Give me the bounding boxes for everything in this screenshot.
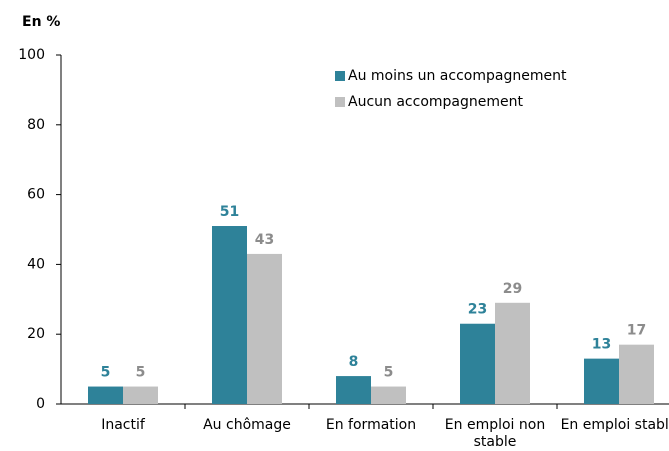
x-tick-label: En formation (325, 417, 417, 433)
legend-swatch (335, 97, 345, 107)
bar (371, 386, 406, 404)
bar (460, 323, 495, 404)
bar (619, 344, 654, 404)
bar (212, 226, 247, 404)
data-label: 5 (101, 365, 111, 381)
data-label: 5 (136, 365, 146, 381)
data-label: 51 (220, 204, 239, 220)
y-tick-label: 20 (27, 326, 45, 342)
data-label: 13 (592, 337, 611, 353)
data-label: 29 (503, 281, 522, 297)
bar (247, 253, 282, 404)
x-tick-label: Inactif (101, 417, 145, 433)
data-label: 5 (384, 365, 394, 381)
x-tick-label: En emploi non stable (444, 417, 546, 450)
y-tick-label: 40 (27, 256, 45, 272)
y-tick-label: 80 (27, 117, 45, 133)
legend-label: Aucun accompagnement (348, 94, 523, 110)
y-tick-label: 100 (18, 47, 45, 63)
y-tick-label: 0 (36, 396, 45, 412)
y-tick-label: 60 (27, 187, 45, 203)
bar (88, 386, 123, 404)
legend-label: Au moins un accompagnement (348, 68, 567, 84)
data-label: 43 (255, 232, 274, 248)
bar (584, 358, 619, 404)
data-label: 8 (349, 354, 359, 370)
data-label: 23 (468, 302, 487, 318)
chart-title: En % (22, 14, 60, 30)
bar (123, 386, 158, 404)
data-label: 17 (627, 323, 646, 339)
bar (495, 302, 530, 404)
x-tick-label: Au chômage (203, 417, 291, 433)
legend-swatch (335, 71, 345, 81)
x-tick-label: En emploi stable (560, 417, 669, 433)
bar (336, 376, 371, 404)
